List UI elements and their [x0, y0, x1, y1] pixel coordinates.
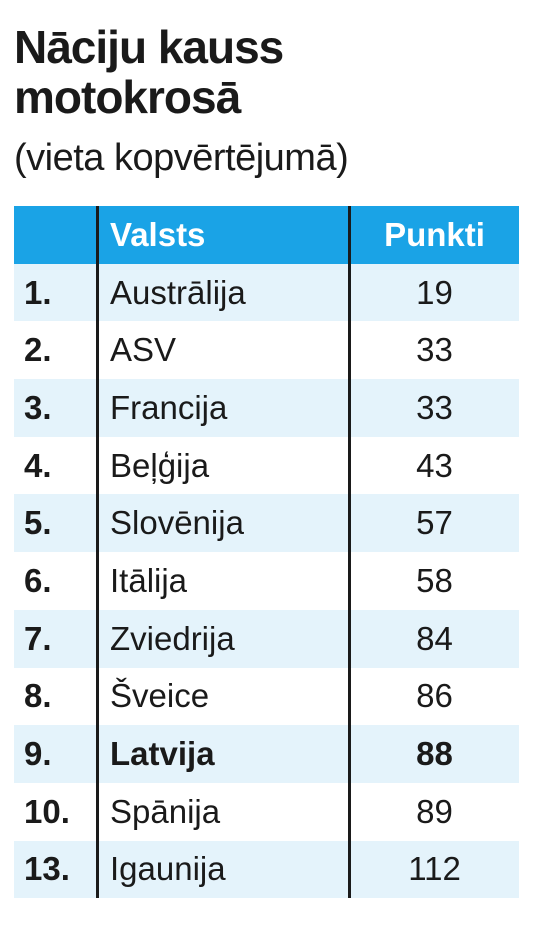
- column-divider-rank: [96, 206, 99, 899]
- row-rank: 7.: [24, 619, 52, 657]
- row-country: Šveice: [110, 677, 210, 715]
- table-row: 4. Beļģija 43: [14, 436, 519, 495]
- header-points: Punkti: [384, 215, 485, 253]
- row-rank: 5.: [24, 504, 52, 542]
- row-country: Francija: [110, 388, 228, 426]
- table-row: 13. Igaunija 112: [14, 840, 519, 899]
- page-subtitle: (vieta kopvērtējumā): [14, 137, 349, 179]
- row-points: 19: [416, 273, 453, 311]
- row-rank: 3.: [24, 388, 52, 426]
- row-country: Beļģija: [110, 446, 210, 484]
- row-rank: 4.: [24, 446, 52, 484]
- row-country: Igaunija: [110, 850, 226, 888]
- row-points: 84: [416, 619, 453, 657]
- column-divider-points: [348, 206, 351, 899]
- row-points: 112: [408, 850, 461, 888]
- header-country: Valsts: [110, 215, 206, 253]
- table-row: 8. Šveice 86: [14, 667, 519, 726]
- table-row-highlighted: 9. Latvija 88: [14, 725, 519, 783]
- table-row: 6. Itālija 58: [14, 552, 519, 610]
- table-row: 7. Zviedrija 84: [14, 609, 519, 668]
- table-row: 10. Spānija 89: [14, 782, 519, 841]
- row-points: 86: [416, 677, 453, 715]
- row-rank: 8.: [24, 677, 52, 715]
- row-points: 89: [416, 792, 453, 830]
- table-row: 2. ASV 33: [14, 321, 519, 380]
- row-country: Slovēnija: [110, 504, 244, 542]
- table-header-row: Valsts Punkti: [14, 206, 519, 264]
- row-country: Itālija: [110, 561, 188, 599]
- page-title: Nāciju kauss motokrosā: [14, 21, 284, 123]
- row-rank: 6.: [24, 561, 52, 599]
- row-country: Spānija: [110, 792, 221, 830]
- row-points: 57: [416, 504, 453, 542]
- row-rank: 9.: [24, 735, 52, 773]
- row-rank: 2.: [24, 331, 52, 369]
- header-rank: [14, 206, 96, 264]
- row-points: 33: [416, 388, 453, 426]
- row-points: 58: [416, 561, 453, 599]
- row-points: 43: [416, 446, 453, 484]
- row-country: Zviedrija: [110, 619, 235, 657]
- standings-table: Valsts Punkti 1. Austrālija 19 2. ASV 33…: [14, 206, 519, 899]
- row-points: 88: [416, 735, 453, 773]
- row-points: 33: [416, 331, 453, 369]
- row-country: Latvija: [110, 735, 215, 773]
- table-row: 3. Francija 33: [14, 379, 519, 437]
- table-row: 1. Austrālija 19: [14, 263, 519, 322]
- row-rank: 1.: [24, 273, 52, 311]
- table-row: 5. Slovēnija 57: [14, 494, 519, 553]
- row-rank: 13.: [24, 850, 70, 888]
- row-country: ASV: [110, 331, 177, 369]
- row-rank: 10.: [24, 792, 70, 830]
- row-country: Austrālija: [110, 273, 246, 311]
